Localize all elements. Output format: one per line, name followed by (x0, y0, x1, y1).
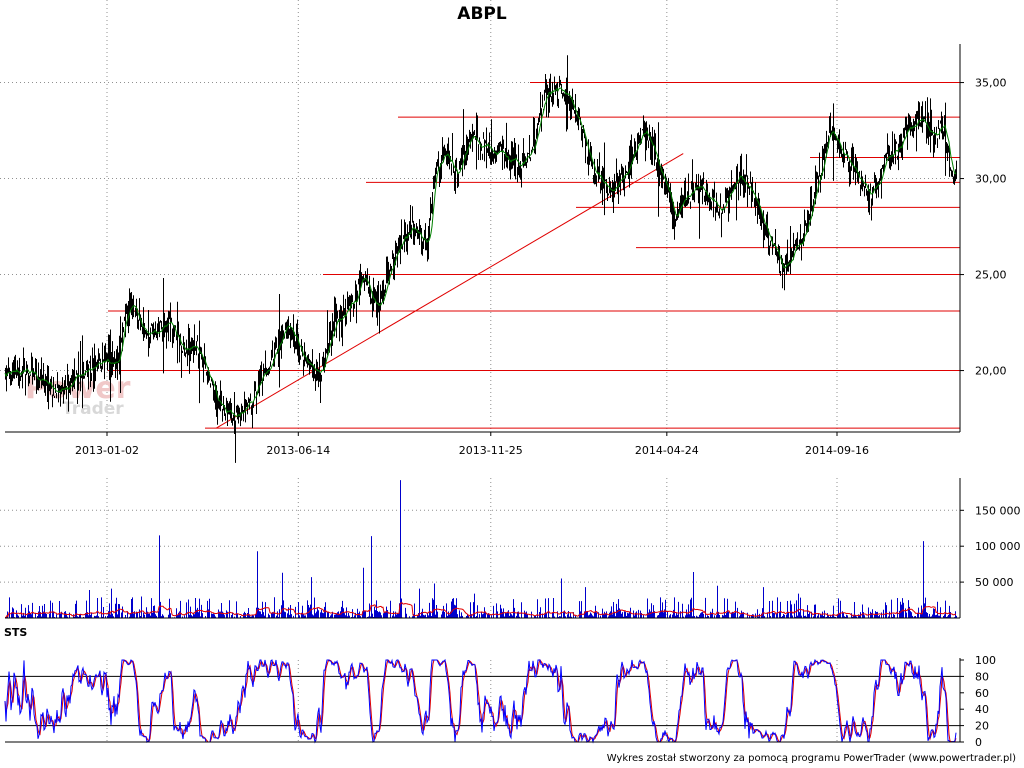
sts-ytick-label-3: 60 (975, 687, 989, 700)
price-y-ticks: 20,00 25,00 30,00 35,00 (960, 77, 1007, 378)
vol-ytick-label-1: 100 000 (975, 540, 1021, 553)
volume-panel[interactable]: 50 000 100 000 150 000 (0, 478, 1021, 619)
price-bars (5, 55, 957, 463)
sma-line (4, 87, 957, 418)
sts-ytick-label-2: 40 (975, 703, 989, 716)
volume-average-line (4, 602, 956, 618)
trendline-segment (215, 153, 684, 429)
moving-average-line (4, 87, 957, 418)
volume-axes (5, 478, 961, 619)
sts-axes (5, 658, 961, 743)
xtick-label-0: 2013-01-02 (75, 444, 139, 457)
trendline (215, 153, 684, 429)
date-x-ticks: 2013-01-02 2013-06-14 2013-11-25 2014-04-24… (75, 432, 869, 457)
xtick-label-4: 2014-09-16 (805, 444, 869, 457)
sts-y-ticks: 0 20 40 60 80 100 (960, 654, 996, 749)
sts-k-line (4, 658, 957, 744)
price-axes (5, 44, 961, 433)
sts-ytick-label-1: 20 (975, 720, 989, 733)
sts-ytick-label-0: 0 (975, 736, 982, 749)
sts-ytick-label-5: 100 (975, 654, 996, 667)
volume-average-polyline (4, 602, 956, 618)
footer-credit: Wykres został stworzony za pomocą progra… (607, 753, 1016, 764)
chart-title: ABPL (457, 4, 507, 24)
watermark-trader: Trader (62, 399, 124, 419)
price-ytick-label-1: 25,00 (975, 269, 1007, 282)
price-ytick-label-0: 20,00 (975, 365, 1007, 378)
sts-ytick-label-4: 80 (975, 670, 989, 683)
price-ytick-label-2: 30,00 (975, 173, 1007, 186)
sts-panel-label: STS (4, 626, 27, 639)
vol-ytick-label-2: 150 000 (975, 504, 1021, 517)
sts-reference-lines (0, 675, 960, 727)
volume-y-ticks: 50 000 100 000 150 000 (960, 504, 1021, 589)
xtick-label-2: 2013-11-25 (459, 444, 523, 457)
sts-panel[interactable]: STS 0 20 40 60 80 100 (0, 626, 996, 749)
xtick-label-1: 2013-06-14 (266, 444, 330, 457)
xtick-label-3: 2014-04-24 (635, 444, 699, 457)
price-ytick-label-3: 35,00 (975, 77, 1007, 90)
vol-ytick-label-0: 50 000 (975, 576, 1014, 589)
sts-k-polyline (4, 658, 957, 744)
